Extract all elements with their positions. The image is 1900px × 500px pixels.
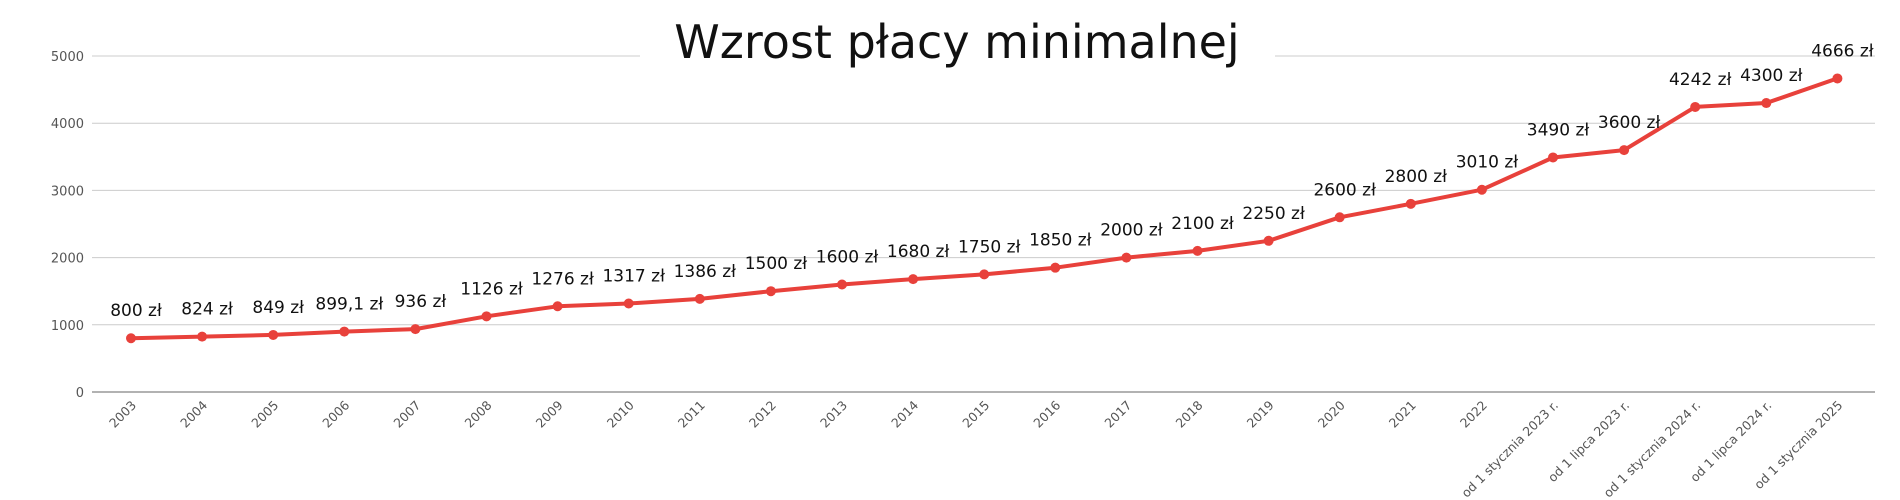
data-labels: 800 zł 824 zł 849 zł 899,1 zł 936 zł 1126 zł 1… xyxy=(110,41,1874,321)
title-background xyxy=(640,8,1275,68)
data-point xyxy=(339,326,350,337)
data-point xyxy=(481,311,492,322)
y-tick-label: 2000 xyxy=(51,252,84,267)
x-tick-label: 2005 xyxy=(248,398,281,431)
x-tick-label: 2006 xyxy=(319,397,352,430)
x-tick-label: 2008 xyxy=(462,397,495,430)
x-tick-label: 2003 xyxy=(106,398,139,431)
data-label: 2100 zł xyxy=(1171,214,1234,234)
data-point xyxy=(197,331,208,342)
data-point xyxy=(1690,101,1701,112)
data-label: 824 zł xyxy=(181,300,233,320)
data-label: 1276 zł xyxy=(531,269,594,289)
data-label: 1850 zł xyxy=(1029,231,1092,251)
data-points xyxy=(126,73,1843,344)
data-point xyxy=(1476,184,1487,195)
data-label: 4300 zł xyxy=(1740,66,1803,86)
data-label: 2000 zł xyxy=(1100,221,1163,241)
x-tick-label: 2014 xyxy=(888,397,921,430)
data-label: 899,1 zł xyxy=(315,295,383,315)
data-label: 3600 zł xyxy=(1598,113,1661,133)
data-point xyxy=(410,324,421,335)
y-tick-label: 0 xyxy=(76,386,84,401)
data-label: 1317 zł xyxy=(602,266,665,286)
x-tick-label: 2013 xyxy=(817,398,850,431)
x-tick-label: 2019 xyxy=(1244,397,1277,430)
data-label: 2600 zł xyxy=(1313,180,1376,200)
data-point xyxy=(1761,98,1772,109)
data-point xyxy=(1832,73,1843,84)
x-tick-label: 2018 xyxy=(1173,397,1206,430)
data-label: 2800 zł xyxy=(1385,167,1448,187)
x-tick-label: 2015 xyxy=(959,398,992,431)
data-point xyxy=(1548,152,1558,163)
data-label: 1500 zł xyxy=(745,254,808,274)
data-label: 849 zł xyxy=(252,298,304,318)
data-point xyxy=(1263,235,1274,246)
x-tick-label: 2011 xyxy=(675,398,708,431)
data-label: 3010 zł xyxy=(1456,153,1519,173)
data-label: 1126 zł xyxy=(460,279,523,299)
x-tick-label: 2009 xyxy=(533,397,566,430)
x-axis-ticks: 2003 2004 2005 2006 2007 2008 2009 2010 2011 2012… xyxy=(106,397,1846,500)
x-tick-label: 2021 xyxy=(1386,398,1419,431)
data-label: 2250 zł xyxy=(1242,204,1305,224)
data-point xyxy=(979,269,990,280)
data-point xyxy=(1050,262,1061,273)
data-point xyxy=(268,329,279,340)
x-tick-label: 2004 xyxy=(177,397,210,430)
series-line-layer xyxy=(129,76,1840,341)
data-label: 4666 zł xyxy=(1811,41,1874,61)
grid-lines xyxy=(92,55,1875,393)
data-point xyxy=(126,333,136,344)
chart-title: Wzrost płacy minimalnej xyxy=(674,15,1239,69)
data-label: 1600 zł xyxy=(816,247,879,267)
data-point xyxy=(1619,145,1630,156)
x-tick-label: 2016 xyxy=(1030,397,1063,430)
data-point xyxy=(623,298,634,309)
data-point xyxy=(694,293,705,304)
data-point xyxy=(1334,212,1345,223)
data-point xyxy=(1192,245,1203,256)
data-label: 3490 zł xyxy=(1527,120,1590,140)
y-tick-label: 4000 xyxy=(51,117,84,132)
y-axis-ticks: 0 1000 2000 3000 4000 5000 xyxy=(51,50,84,401)
x-tick-label: 2022 xyxy=(1457,398,1490,431)
data-point xyxy=(1405,198,1416,209)
data-point xyxy=(552,301,563,312)
data-label: 936 zł xyxy=(395,292,447,312)
x-tick-label: 2020 xyxy=(1315,397,1348,430)
y-tick-label: 5000 xyxy=(51,50,84,65)
x-tick-label: 2010 xyxy=(604,397,637,430)
data-point xyxy=(1121,252,1132,263)
y-tick-label: 3000 xyxy=(51,184,84,199)
x-tick-label: 2012 xyxy=(746,398,779,431)
series-line xyxy=(129,76,1840,341)
data-point xyxy=(908,274,919,285)
data-label: 800 zł xyxy=(110,301,162,321)
data-point xyxy=(765,286,776,297)
x-tick-label: 2007 xyxy=(390,398,423,431)
data-label: 4242 zł xyxy=(1669,70,1732,90)
data-label: 1680 zł xyxy=(887,242,950,262)
data-label: 1386 zł xyxy=(674,262,737,282)
x-tick-label: 2017 xyxy=(1101,398,1134,431)
data-label: 1750 zł xyxy=(958,237,1021,257)
data-point xyxy=(837,279,847,290)
y-tick-label: 1000 xyxy=(51,319,84,334)
